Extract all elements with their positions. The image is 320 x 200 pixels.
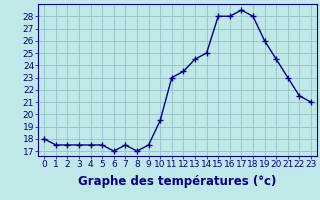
X-axis label: Graphe des températures (°c): Graphe des températures (°c) xyxy=(78,175,277,188)
